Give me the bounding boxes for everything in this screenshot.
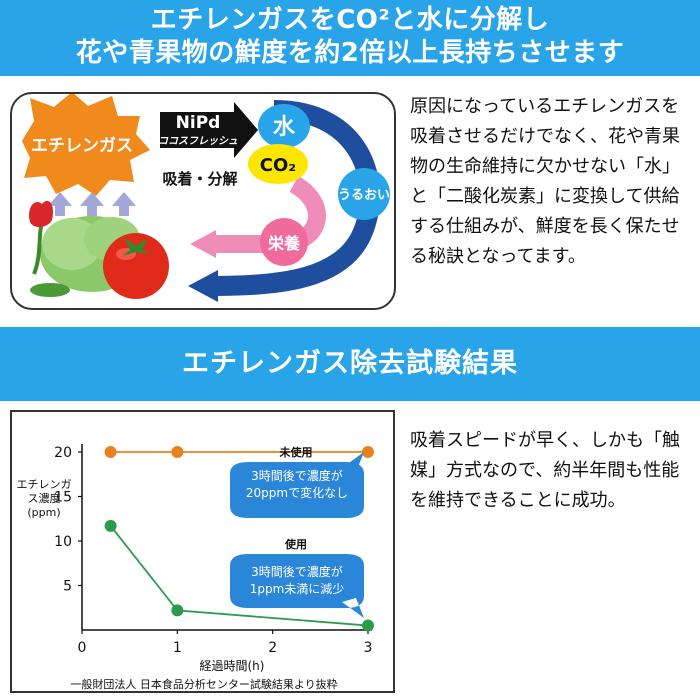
data-point-unused (171, 446, 184, 458)
data-point-used (104, 519, 117, 532)
co2-bubble (248, 144, 308, 184)
gas-label: エチレンガス (31, 136, 133, 156)
header-banner: エチレンガスをCO²と水に分解し 花や青果物の鮮度を約2倍以上長持ちさせます (0, 0, 700, 76)
produce-illustration (29, 200, 169, 299)
blue-cycle-arrow (188, 100, 380, 302)
catalyst-brand: ココスフレッシュ (158, 136, 238, 147)
ethylene-chart: 5 10 15 20 0 1 2 3 未使用 使用 一般財団法人 日本食品分析センター試験結果… (10, 410, 395, 693)
data-point-unused (104, 446, 117, 458)
ethylene-gas-burst (22, 94, 150, 196)
process-label: 吸着・分解 (162, 170, 237, 188)
section-banner: エチレンガス除去試験結果 (0, 327, 700, 401)
co2-label: CO₂ (260, 155, 296, 176)
callout-used-text: 3時間後で濃度が1ppm未満に減少 (249, 565, 345, 596)
y-tick-label: 5 (63, 579, 72, 595)
y-axis-label: エチレンガス濃度(ppm) (16, 478, 72, 519)
x-tick-label: 0 (78, 640, 87, 656)
explanation-text: 原因になっているエチレンガスを吸着させるだけでなく、花や青果物の生命維持に欠かせ… (410, 96, 680, 267)
callout-used (230, 554, 364, 618)
series-name-used: 使用 (284, 537, 307, 551)
nutrition-label: 栄養 (267, 234, 300, 253)
y-tick-label: 10 (54, 534, 72, 550)
water-bubble (258, 104, 310, 148)
callout-unused-text: 3時間後で濃度が20ppmで変化なし (245, 469, 349, 500)
x-tick-label: 1 (173, 640, 182, 656)
nutrition-bubble (260, 218, 308, 266)
data-point-unused (362, 446, 374, 458)
header-line-1: エチレンガスをCO²と水に分解し (150, 5, 550, 35)
mechanism-diagram: エチレンガス NiPd ココスフレッシュ 吸着・分解 水 CO₂ うるおい 栄養 (10, 92, 396, 310)
catalyst-name: NiPd (176, 113, 221, 133)
x-tick-label: 2 (268, 640, 277, 656)
x-axis-label: 経過時間(h) (200, 659, 265, 673)
water-label: 水 (273, 115, 296, 140)
y-tick-label: 20 (54, 445, 72, 461)
section-title: エチレンガス除去試験結果 (182, 348, 518, 379)
data-point-used (362, 619, 374, 632)
source-note: 一般財団法人 日本食品分析センター試験結果より抜粋 (70, 677, 337, 691)
up-arrows (48, 192, 136, 216)
callout-unused (230, 452, 364, 518)
result-text: 吸着スピードが早く、しかも「触媒」方式なので、約半年間も性能を維持できることに成… (410, 430, 680, 511)
moisture-label: うるおい (338, 188, 390, 203)
catalyst-arrow (160, 102, 258, 158)
series-name-unused: 未使用 (279, 445, 313, 459)
x-tick-label: 3 (364, 640, 373, 656)
y-tick-label: 15 (54, 490, 72, 506)
header-line-2: 花や青果物の鮮度を約2倍以上長持ちさせます (75, 38, 625, 68)
data-point-used (171, 604, 184, 617)
moisture-bubble (338, 168, 390, 220)
